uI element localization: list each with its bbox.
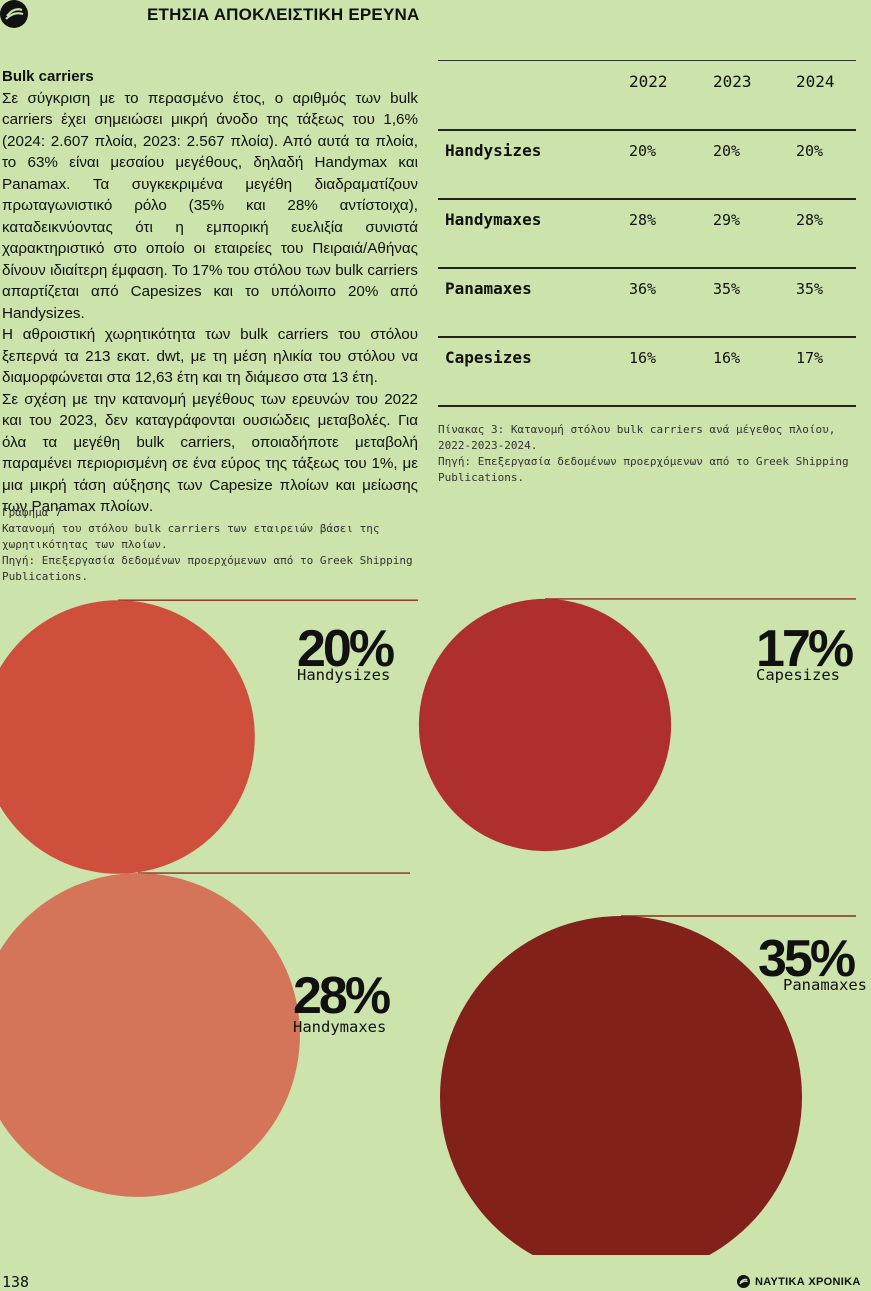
bubble-handymaxes: [0, 873, 300, 1197]
article-paragraph: Σε σχέση με την κατανομή μεγέθους των ερ…: [2, 390, 418, 516]
table-cell: 29%: [713, 211, 741, 229]
table-cell: 16%: [629, 349, 657, 367]
table-top-rule: [438, 60, 856, 61]
bubble-value-label: 17%: [756, 620, 854, 678]
bubble-capesizes: [418, 598, 672, 852]
bubble-chart: 20% Handysizes 17% Capesizes 28% Handyma…: [0, 595, 871, 1255]
table-cell: 36%: [629, 280, 657, 298]
article-paragraph: Η αθροιστική χωρητικότητα των bulk carri…: [2, 326, 418, 386]
brand-logo-icon: [737, 1275, 750, 1288]
table-cell: 20%: [713, 142, 741, 160]
bubble-category-label: Handysizes: [297, 666, 391, 684]
table-cell: 35%: [796, 280, 824, 298]
bubble-value-label: 28%: [293, 967, 391, 1025]
table-row: Handymaxes 28% 29% 28%: [438, 200, 856, 269]
table-row: Capesizes 16% 16% 17%: [438, 338, 856, 407]
row-label: Handymaxes: [445, 210, 542, 229]
bubble-category-label: Handymaxes: [293, 1018, 387, 1036]
table-cell: 20%: [629, 142, 657, 160]
table-caption-source: Πηγή: Επεξεργασία δεδομένων προερχόμενων…: [438, 455, 849, 484]
bubble-handysizes: [0, 600, 255, 874]
table-cell: 17%: [796, 349, 824, 367]
bubble-chart-svg: [0, 598, 856, 1255]
table-cell: 28%: [629, 211, 657, 229]
chart-caption-label: Γράφημα 7: [2, 506, 62, 519]
row-label: Handysizes: [445, 141, 542, 160]
year-header: 2022: [629, 72, 668, 91]
article-body: Bulk carriers Σε σύγκριση με το περασμέν…: [2, 66, 418, 518]
row-label: Capesizes: [445, 348, 532, 367]
table-cell: 28%: [796, 211, 824, 229]
bubble-value-label: 35%: [758, 930, 856, 988]
brand-name: ΝΑΥΤΙΚΑ ΧΡΟΝΙΚΑ: [755, 1275, 861, 1288]
bubble-category-label: Panamaxes: [783, 976, 867, 994]
table-row: Handysizes 20% 20% 20%: [438, 131, 856, 200]
table-cell: 35%: [713, 280, 741, 298]
bubble-category-label: Capesizes: [756, 666, 840, 684]
section-title: Bulk carriers: [2, 68, 94, 85]
page-number: 138: [2, 1273, 30, 1291]
row-label: Panamaxes: [445, 279, 532, 298]
table-header-row: 2022 2023 2024: [438, 61, 856, 131]
chart-caption-description: Κατανομή του στόλου bulk carriers των ετ…: [2, 522, 380, 551]
chart-caption-source: Πηγή: Επεξεργασία δεδομένων προερχόμενων…: [2, 554, 413, 583]
table-cell: 20%: [796, 142, 824, 160]
year-header: 2024: [796, 72, 835, 91]
fleet-size-table: 2022 2023 2024 Handysizes 20% 20% 20% Ha…: [438, 60, 856, 407]
footer-brand: ΝΑΥΤΙΚΑ ΧΡΟΝΙΚΑ: [737, 1275, 861, 1288]
brand-logo-icon: [0, 0, 28, 28]
article-paragraph: Σε σύγκριση με το περασμένο έτος, ο αριθ…: [2, 89, 418, 322]
table-row: Panamaxes 36% 35% 35%: [438, 269, 856, 338]
header-title: ΕΤΗΣΙΑ ΑΠΟΚΛΕΙΣΤΙΚΗ ΕΡΕΥΝΑ: [147, 5, 420, 24]
year-header: 2023: [713, 72, 752, 91]
bubble-panamaxes: [440, 916, 802, 1255]
table-caption-title: Πίνακας 3: Κατανομή στόλου bulk carriers…: [438, 423, 836, 452]
table-cell: 16%: [713, 349, 741, 367]
table-caption: Πίνακας 3: Κατανομή στόλου bulk carriers…: [438, 422, 858, 486]
chart-caption: Γράφημα 7 Κατανομή του στόλου bulk carri…: [2, 505, 422, 585]
bubble-value-label: 20%: [297, 620, 395, 678]
